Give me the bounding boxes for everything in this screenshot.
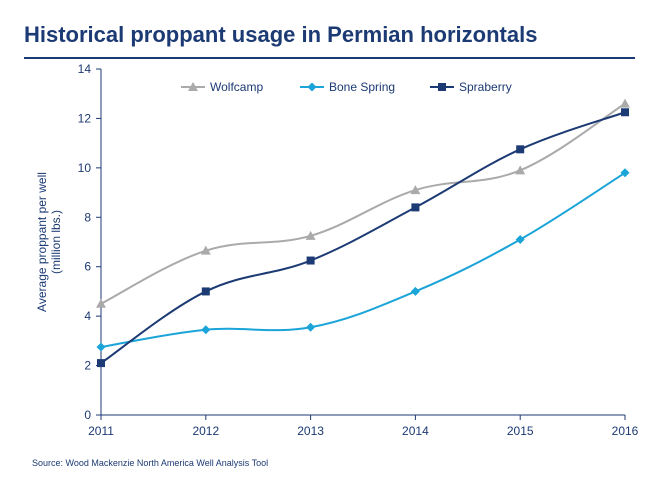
title-underline xyxy=(24,57,635,59)
data-point xyxy=(200,245,211,255)
y-tick-label: 12 xyxy=(78,111,92,125)
x-tick-label: 2013 xyxy=(297,424,324,438)
data-point xyxy=(620,98,630,108)
data-point xyxy=(96,342,106,352)
legend-label: Spraberry xyxy=(459,80,512,94)
data-point xyxy=(201,287,210,296)
series-line-2 xyxy=(100,111,626,364)
y-tick-label: 14 xyxy=(78,62,92,76)
y-axis-label-line1: Average proppant per well xyxy=(35,172,49,312)
chart-title: Historical proppant usage in Permian hor… xyxy=(24,22,538,47)
y-tick-label: 0 xyxy=(84,408,91,422)
y-tick-label: 4 xyxy=(84,309,91,323)
legend-label: Wolfcamp xyxy=(210,80,263,94)
series-line-0 xyxy=(100,102,626,305)
legend-marker xyxy=(438,83,446,91)
x-tick-label: 2011 xyxy=(88,424,114,438)
x-tick-label: 2014 xyxy=(402,424,429,438)
y-tick-label: 2 xyxy=(84,359,91,373)
data-point xyxy=(515,235,525,245)
data-point xyxy=(516,145,525,154)
y-tick-label: 6 xyxy=(84,260,91,274)
data-point xyxy=(411,203,420,212)
data-point xyxy=(410,185,421,195)
legend-label: Bone Spring xyxy=(329,80,395,94)
data-point xyxy=(306,256,315,265)
y-tick-label: 10 xyxy=(78,161,92,175)
series-line-1 xyxy=(100,171,626,349)
source-note: Source: Wood Mackenzie North America Wel… xyxy=(32,458,269,468)
data-point xyxy=(306,322,316,332)
y-axis-label-line2: (million lbs.) xyxy=(49,210,63,274)
legend-marker xyxy=(188,82,198,91)
x-tick-label: 2016 xyxy=(612,424,639,438)
data-point xyxy=(515,165,526,175)
data-point xyxy=(410,286,420,296)
x-tick-label: 2012 xyxy=(192,424,219,438)
data-point xyxy=(305,230,316,240)
data-point xyxy=(97,359,105,368)
data-point xyxy=(201,325,211,335)
legend-marker xyxy=(307,82,317,92)
y-tick-label: 8 xyxy=(84,210,91,224)
x-tick-label: 2015 xyxy=(507,424,534,438)
data-point xyxy=(96,298,106,308)
data-point xyxy=(621,108,629,117)
data-point xyxy=(620,168,630,178)
